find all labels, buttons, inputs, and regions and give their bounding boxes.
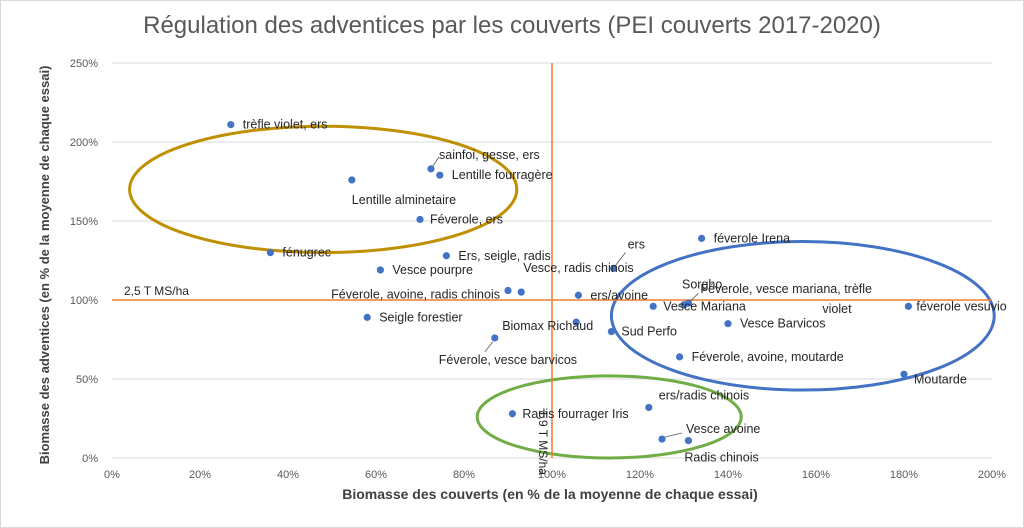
green-group-ellipse (475, 374, 743, 460)
x-tick-label: 140% (714, 469, 742, 481)
label-leader-line (690, 292, 699, 302)
y-tick-label: 250% (70, 58, 98, 70)
data-point (724, 320, 732, 328)
data-label: Seigle forestier (379, 310, 462, 324)
data-point (900, 370, 908, 378)
data-point (904, 302, 913, 310)
data-point (574, 291, 583, 299)
y-tick-label: 50% (76, 374, 98, 386)
y-axis-label: Biomasse des adventices (en % de la moye… (37, 65, 52, 465)
y-tick-label: 100% (70, 295, 98, 307)
data-point (517, 288, 525, 296)
data-label: Féverole, ers (430, 212, 503, 226)
data-point (676, 353, 684, 361)
yellow-group-ellipse (128, 124, 519, 255)
blue-group-ellipse (609, 240, 996, 392)
x-tick-label: 60% (365, 469, 387, 481)
label-leader-line (432, 156, 440, 167)
data-label: trèfle violet, ers (243, 118, 328, 132)
data-label: sainfoi, gesse, ers (439, 148, 540, 162)
data-label: ers (628, 237, 645, 251)
data-label: Vesce Barvicos (740, 317, 825, 331)
data-label: Sorgho (682, 278, 722, 292)
y-tick-label: 200% (70, 137, 98, 149)
data-point (427, 165, 435, 173)
data-label: Ers, seigle, radis (458, 249, 550, 263)
x-tick-label: 100% (538, 469, 566, 481)
x-tick-label: 180% (890, 469, 918, 481)
data-label: Féverole, vesce barvicos (439, 353, 577, 367)
data-label: Féverole, avoine, radis chinois (331, 288, 500, 302)
data-label: Féverole, vesce mariana, trèfle violet (700, 282, 872, 316)
data-label: Vesce avoine (686, 422, 760, 436)
data-point (436, 171, 444, 179)
reference-label-vertical: 1,9 T MS/ha (536, 410, 550, 475)
data-point (684, 437, 693, 445)
x-tick-label: 0% (104, 469, 120, 481)
y-tick-label: 0% (82, 453, 98, 465)
label-leader-line (484, 341, 494, 353)
data-point (607, 328, 616, 336)
y-axis-label-wrap: Biomasse des adventices (en % de la moye… (10, 50, 80, 480)
data-point (610, 264, 618, 272)
x-tick-label: 20% (189, 469, 211, 481)
data-label: ers/avoine (590, 288, 648, 302)
data-label: Lentille alminetaire (352, 193, 456, 207)
y-tick-label: 150% (70, 216, 98, 228)
x-tick-label: 80% (453, 469, 475, 481)
data-point (649, 302, 657, 310)
data-label: Féverole, avoine, moutarde (692, 350, 844, 364)
data-point (684, 299, 693, 307)
x-tick-label: 40% (277, 469, 299, 481)
data-label: Biomax Richaud (502, 319, 593, 333)
data-label: Vesce Mariana (663, 299, 746, 313)
label-leader-line (615, 252, 626, 266)
data-label: Vesce, radis chinois (523, 261, 633, 275)
data-point (698, 234, 706, 242)
data-point (442, 252, 450, 260)
reference-label-horizontal: 2,5 T MS/ha (124, 284, 189, 298)
data-point (227, 121, 235, 129)
data-points (227, 121, 913, 445)
data-point (504, 286, 512, 295)
data-label: Sud Perfo (621, 325, 677, 339)
data-label: Radis fourrager Iris (522, 407, 628, 421)
data-point (416, 215, 424, 224)
data-label: Moutarde (914, 372, 967, 386)
data-point (572, 318, 580, 326)
data-point (376, 266, 384, 274)
data-label: Radis chinois (684, 451, 758, 465)
data-point (363, 313, 371, 321)
reference-lines: 2,5 T MS/ha 1,9 T MS/ha (112, 63, 992, 475)
data-label: fénugrec (282, 246, 331, 260)
x-axis-label: Biomasse des couverts (en % de la moyenn… (342, 486, 758, 502)
data-point (348, 176, 356, 184)
data-point (645, 403, 653, 412)
data-label: ers/radis chinois (659, 388, 749, 402)
data-point (508, 410, 516, 418)
label-leader-line (664, 432, 683, 438)
data-label: féverole Irena (714, 231, 790, 245)
data-point (491, 334, 499, 342)
tick-labels: 0%50%100%150%200%250%0% 20% 40% 60% 80% 100% 1… (70, 58, 1006, 481)
data-point (658, 435, 666, 443)
chart-title: Régulation des adventices par les couver… (143, 12, 881, 39)
point-labels: trèfle violet, ers sainfoi, gesse, ers Len… (243, 118, 1007, 465)
x-tick-label: 120% (626, 469, 654, 481)
data-label: Vesce pourpre (392, 263, 473, 277)
x-tick-label: 160% (802, 469, 830, 481)
data-label: féverole vesuvio (916, 299, 1006, 313)
data-label: Lentille fourragère (452, 168, 553, 182)
data-point (266, 249, 274, 257)
group-ellipses (128, 124, 996, 460)
x-tick-label: 200% (978, 469, 1006, 481)
